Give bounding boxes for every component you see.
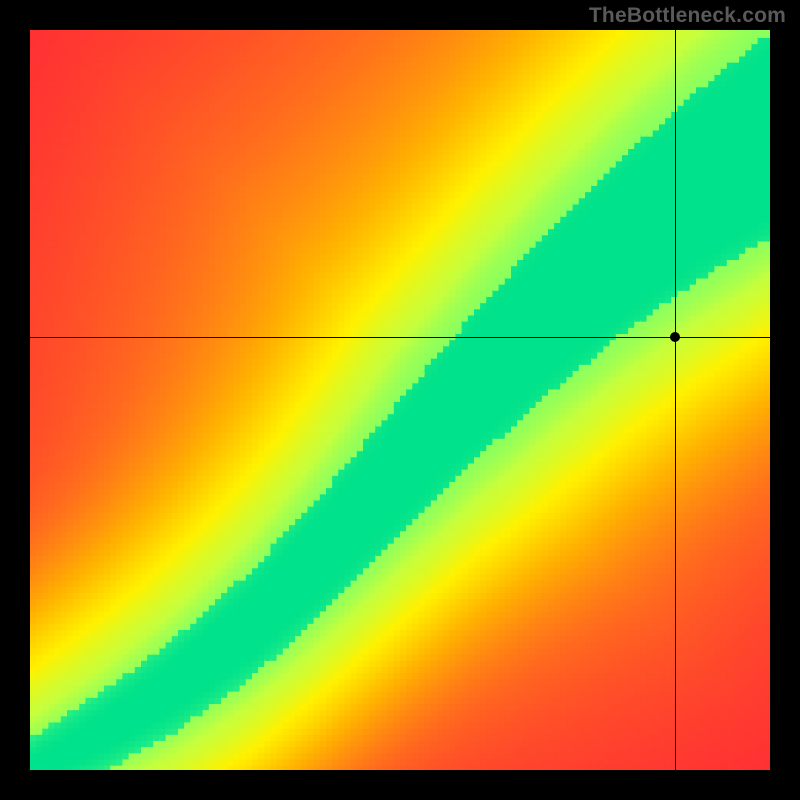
plot-area	[30, 30, 770, 770]
crosshair-vertical	[675, 30, 676, 770]
crosshair-marker	[670, 332, 680, 342]
watermark-text: TheBottleneck.com	[589, 4, 786, 28]
bottleneck-heatmap	[30, 30, 770, 770]
crosshair-horizontal	[30, 337, 770, 338]
chart-container: TheBottleneck.com	[0, 0, 800, 800]
